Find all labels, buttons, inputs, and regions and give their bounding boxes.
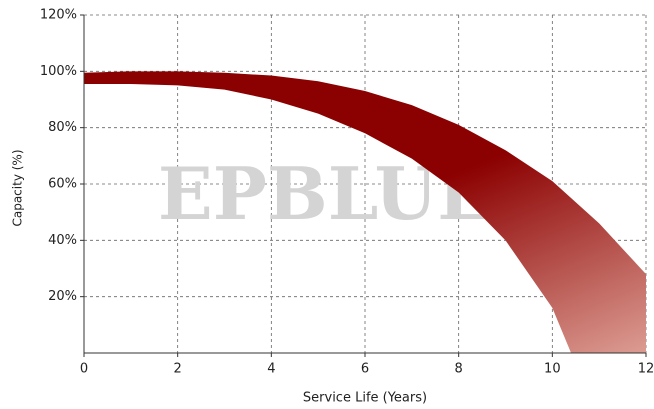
- y-tick-label: 100%: [40, 64, 77, 79]
- y-tick-label: 60%: [48, 177, 77, 192]
- x-tick-label: 4: [267, 362, 275, 377]
- x-tick-label: 8: [455, 362, 463, 377]
- y-tick-label: 80%: [48, 120, 77, 135]
- y-tick-label: 120%: [40, 8, 77, 23]
- x-tick-label: 10: [544, 362, 561, 377]
- capacity-band: [84, 71, 646, 353]
- y-axis-title: Capacity (%): [11, 149, 25, 226]
- x-axis-title: Service Life (Years): [303, 391, 427, 406]
- x-tick-label: 6: [361, 362, 369, 377]
- y-tick-label: 40%: [48, 233, 77, 248]
- x-tick-label: 2: [174, 362, 182, 377]
- y-tick-label: 20%: [48, 289, 77, 304]
- x-tick-label: 12: [638, 362, 654, 377]
- x-tick-label: 0: [80, 362, 88, 377]
